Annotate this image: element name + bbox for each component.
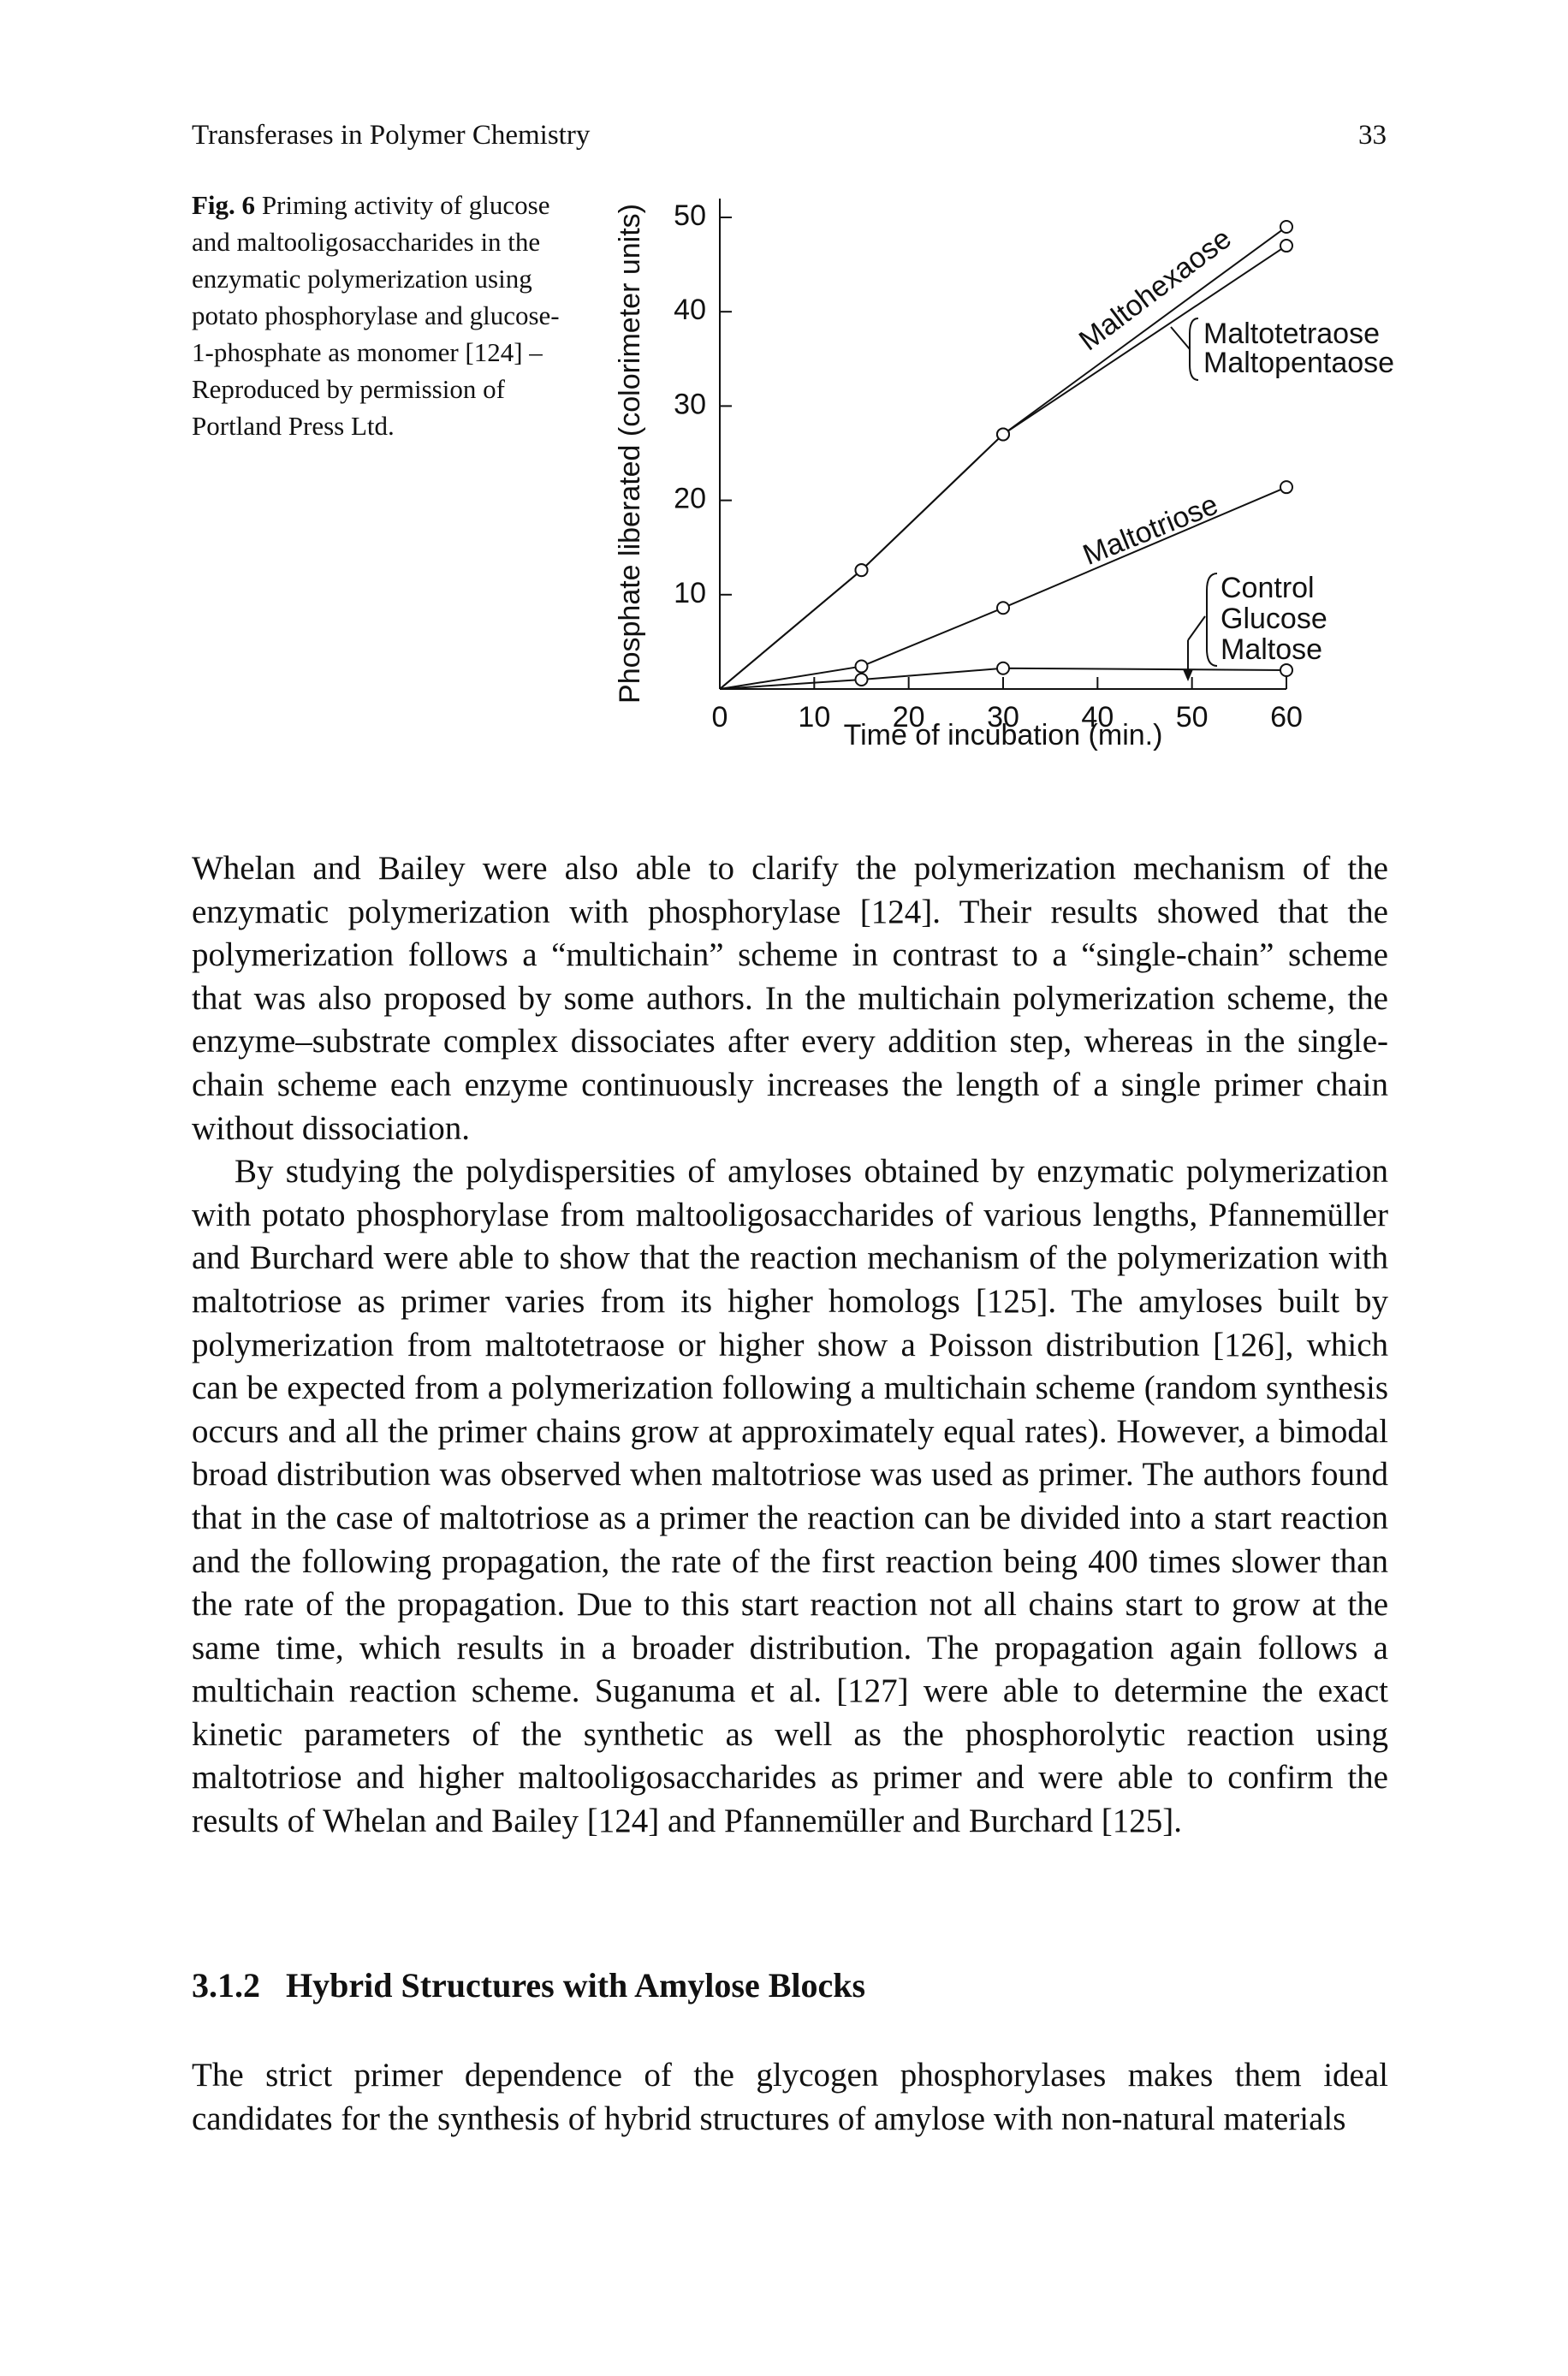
paragraph: Whelan and Bailey were also able to clar… — [192, 850, 1388, 1147]
series-label: Maltopentaose — [1203, 347, 1394, 379]
data-point — [996, 601, 1010, 615]
x-tick-label: 30 — [987, 701, 1019, 734]
y-tick-label: 30 — [674, 388, 706, 420]
section-number: 3.1.2 — [192, 1966, 260, 2005]
data-point — [854, 563, 869, 578]
x-tick-label: 60 — [1270, 701, 1303, 734]
figure-caption: Fig. 6 Priming activity of glucose and m… — [192, 187, 568, 444]
caption-text: Priming activity of glucose and maltooli… — [192, 190, 560, 441]
page-number: 33 — [1358, 120, 1387, 151]
pointer — [1170, 326, 1191, 350]
brace — [1206, 573, 1218, 667]
series-line — [719, 667, 1287, 690]
x-tick-label: 10 — [798, 701, 830, 734]
data-point — [1280, 220, 1293, 235]
series-label: Maltotriose — [1078, 488, 1222, 572]
x-axis-label: Time of incubation (min.) — [844, 719, 1163, 751]
data-point — [854, 672, 869, 686]
section-title: Hybrid Structures with Amylose Blocks — [286, 1966, 866, 2005]
x-tick-label: 20 — [893, 701, 925, 734]
data-point — [1280, 239, 1293, 253]
running-title: Transferases in Polymer Chemistry — [192, 120, 591, 151]
y-tick-label: 10 — [674, 577, 706, 609]
data-point — [996, 661, 1010, 675]
body-text: The strict primer dependence of the glyc… — [192, 2054, 1388, 2141]
data-point — [1280, 662, 1293, 677]
series-label: Maltotetraose — [1203, 318, 1380, 350]
paragraph: By studying the polydispersities of amyl… — [192, 1153, 1388, 1840]
data-point — [996, 427, 1010, 442]
section-heading: 3.1.2 Hybrid Structures with Amylose Blo… — [192, 1965, 865, 2005]
y-tick-label: 40 — [674, 294, 706, 326]
series-label: Control — [1221, 572, 1315, 604]
x-tick-label: 50 — [1176, 701, 1209, 734]
series-label: Maltose — [1221, 633, 1322, 666]
arrowhead — [1183, 669, 1193, 681]
series-line — [719, 486, 1287, 690]
y-axis-label: Phosphate liberated (colorimeter units) — [614, 204, 646, 704]
paragraph: The strict primer dependence of the glyc… — [192, 2057, 1388, 2137]
x-tick-label: 0 — [712, 701, 728, 734]
chart: Phosphate liberated (colorimeter units) … — [614, 199, 1394, 751]
body-text: Whelan and Bailey were also able to clar… — [192, 847, 1388, 1844]
data-point — [854, 659, 869, 674]
pointer — [1187, 615, 1206, 641]
series-line — [719, 245, 1287, 690]
brace — [1189, 318, 1199, 381]
caption-label: Fig. 6 — [192, 190, 256, 220]
data-point — [1280, 480, 1293, 495]
y-tick-label: 20 — [674, 483, 706, 515]
series-label: Glucose — [1221, 603, 1327, 635]
x-tick-label: 40 — [1081, 701, 1114, 734]
series-line — [719, 226, 1287, 690]
y-tick-label: 50 — [674, 199, 706, 232]
